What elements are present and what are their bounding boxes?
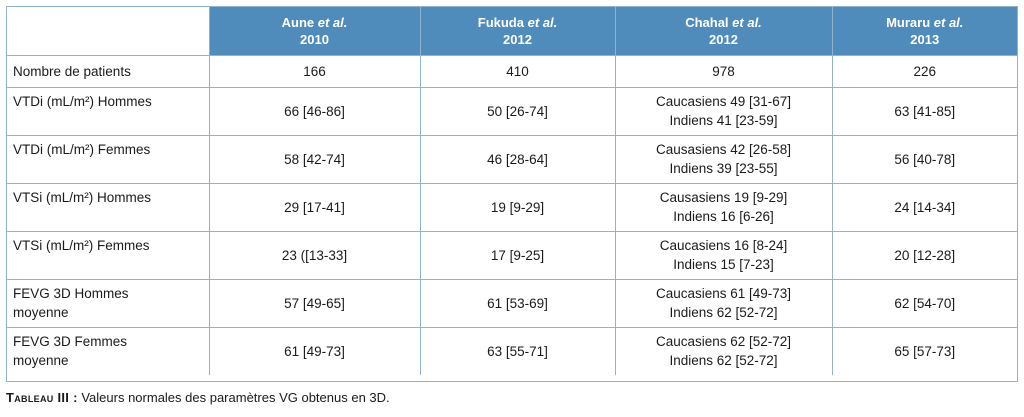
cell-aune: 58 [42-74] — [209, 134, 421, 183]
header-fukuda: Fukuda et al. 2012 — [420, 7, 616, 55]
table-header-row: Aune et al. 2010 Fukuda et al. 2012 Chah… — [7, 7, 1017, 55]
header-muraru: Muraru et al. 2013 — [832, 7, 1017, 55]
table-row-vtdi-femmes: VTDi (mL/m²) Femmes 58 [42-74] 46 [28-64… — [7, 134, 1017, 183]
header-aune: Aune et al. 2010 — [209, 7, 421, 55]
cell-muraru: 65 [57-73] — [832, 326, 1017, 375]
reference-values-table: Aune et al. 2010 Fukuda et al. 2012 Chah… — [7, 7, 1017, 375]
cell-fukuda: 17 [9-25] — [420, 230, 616, 279]
cell-fukuda: 46 [28-64] — [420, 134, 616, 183]
cell-chahal: 978 — [615, 54, 833, 87]
table-row-vtsi-femmes: VTSi (mL/m²) Femmes 23 ([13-33] 17 [9-25… — [7, 230, 1017, 279]
table-row-patients: Nombre de patients 166 410 978 226 — [7, 54, 1017, 87]
row-label: FEVG 3D Femmes moyenne — [7, 326, 210, 375]
cell-aune: 66 [46-86] — [209, 86, 421, 135]
row-label: VTDi (mL/m²) Femmes — [7, 134, 210, 183]
cell-muraru: 63 [41-85] — [832, 86, 1017, 135]
table-caption: Tableau III : Valeurs normales des param… — [6, 390, 390, 405]
cell-fukuda: 63 [55-71] — [420, 326, 616, 375]
row-label: Nombre de patients — [7, 54, 210, 87]
cell-aune: 29 [17-41] — [209, 182, 421, 231]
caption-tag: Tableau III : — [6, 390, 78, 405]
cell-muraru: 24 [14-34] — [832, 182, 1017, 231]
row-label: VTSi (mL/m²) Femmes — [7, 230, 210, 279]
cell-chahal: Caucasiens 62 [52-72] Indiens 62 [52-72] — [615, 326, 833, 375]
cell-aune: 57 [49-65] — [209, 278, 421, 327]
cell-aune: 61 [49-73] — [209, 326, 421, 375]
table-row-vtsi-hommes: VTSi (mL/m²) Hommes 29 [17-41] 19 [9-29]… — [7, 182, 1017, 231]
cell-fukuda: 50 [26-74] — [420, 86, 616, 135]
cell-aune: 166 — [209, 54, 421, 87]
header-chahal: Chahal et al. 2012 — [615, 7, 833, 55]
cell-chahal: Causasiens 19 [9-29] Indiens 16 [6-26] — [615, 182, 833, 231]
cell-chahal: Caucasiens 16 [8-24] Indiens 15 [7-23] — [615, 230, 833, 279]
row-label: VTSi (mL/m²) Hommes — [7, 182, 210, 231]
cell-aune: 23 ([13-33] — [209, 230, 421, 279]
cell-fukuda: 19 [9-29] — [420, 182, 616, 231]
cell-chahal: Caucasiens 61 [49-73] Indiens 62 [52-72] — [615, 278, 833, 327]
cell-fukuda: 410 — [420, 54, 616, 87]
cell-muraru: 56 [40-78] — [832, 134, 1017, 183]
table-row-vtdi-hommes: VTDi (mL/m²) Hommes 66 [46-86] 50 [26-74… — [7, 86, 1017, 135]
cell-fukuda: 61 [53-69] — [420, 278, 616, 327]
row-label: VTDi (mL/m²) Hommes — [7, 86, 210, 135]
caption-text: Valeurs normales des paramètres VG obten… — [77, 390, 390, 405]
table-row-fevg-femmes: FEVG 3D Femmes moyenne 61 [49-73] 63 [55… — [7, 326, 1017, 375]
table-row-fevg-hommes: FEVG 3D Hommes moyenne 57 [49-65] 61 [53… — [7, 278, 1017, 327]
header-blank-cell — [7, 7, 210, 55]
cell-chahal: Causasiens 42 [26-58] Indiens 39 [23-55] — [615, 134, 833, 183]
row-label: FEVG 3D Hommes moyenne — [7, 278, 210, 327]
cell-muraru: 226 — [832, 54, 1017, 87]
cell-muraru: 20 [12-28] — [832, 230, 1017, 279]
cell-chahal: Caucasiens 49 [31-67] Indiens 41 [23-59] — [615, 86, 833, 135]
cell-muraru: 62 [54-70] — [832, 278, 1017, 327]
data-table-frame: Aune et al. 2010 Fukuda et al. 2012 Chah… — [6, 6, 1018, 382]
